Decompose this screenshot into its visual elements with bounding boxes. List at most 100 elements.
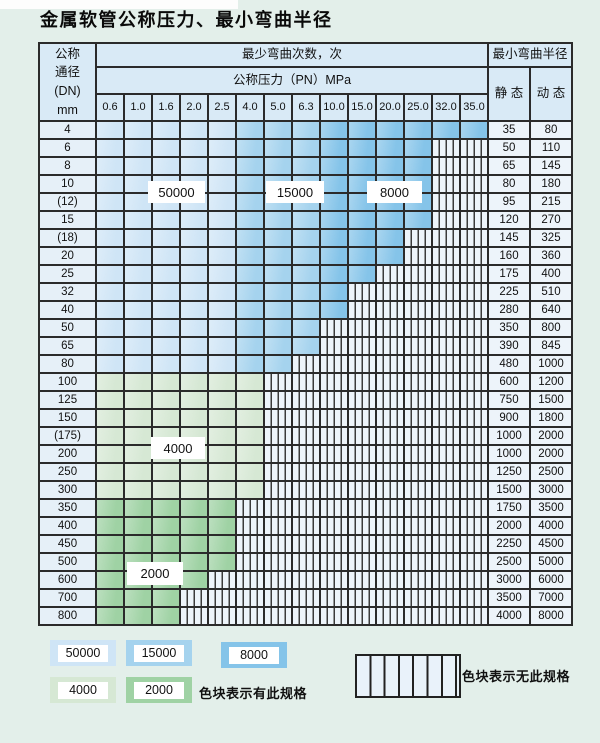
static-value-cell: 750 xyxy=(487,390,531,410)
no-spec-cell xyxy=(403,390,433,410)
dn-cell: 4 xyxy=(38,120,97,140)
spec-cell xyxy=(207,480,237,500)
no-spec-cell xyxy=(347,372,377,392)
spec-cell xyxy=(235,210,265,230)
spec-cell xyxy=(179,354,209,374)
spec-cell xyxy=(375,210,405,230)
spec-cell xyxy=(179,156,209,176)
spec-cell xyxy=(151,408,181,428)
table-row: 20 160 360 xyxy=(38,246,573,266)
table-row: (18) 145 325 xyxy=(38,228,573,248)
dn-cell: 450 xyxy=(38,534,97,554)
static-value-cell: 350 xyxy=(487,318,531,338)
spec-cell xyxy=(123,174,153,194)
pressure-value-header: 25.0 xyxy=(403,93,433,122)
zone-label-8000: 8000 xyxy=(367,181,422,203)
no-spec-cell xyxy=(291,534,321,554)
dn-cell: 65 xyxy=(38,336,97,356)
no-spec-cell xyxy=(375,570,405,590)
spec-cell xyxy=(95,336,125,356)
spec-cell xyxy=(319,282,349,302)
spec-cell xyxy=(123,318,153,338)
spec-cell xyxy=(123,534,153,554)
spec-cell xyxy=(179,228,209,248)
table-row: 40 280 640 xyxy=(38,300,573,320)
no-spec-cell xyxy=(403,462,433,482)
spec-cell xyxy=(123,480,153,500)
dynamic-value-cell: 7000 xyxy=(529,588,573,608)
spec-cell xyxy=(123,588,153,608)
spec-cell xyxy=(179,282,209,302)
no-spec-cell xyxy=(207,606,237,626)
no-spec-cell xyxy=(375,336,405,356)
no-spec-cell xyxy=(459,498,489,518)
no-spec-cell xyxy=(347,588,377,608)
no-spec-cell xyxy=(207,570,237,590)
no-spec-cell xyxy=(375,498,405,518)
spec-cell xyxy=(123,300,153,320)
pressure-value-header: 20.0 xyxy=(375,93,405,122)
dynamic-value-cell: 640 xyxy=(529,300,573,320)
no-spec-cell xyxy=(375,534,405,554)
dynamic-value-cell: 270 xyxy=(529,210,573,230)
pressure-value-header: 32.0 xyxy=(431,93,461,122)
no-spec-cell xyxy=(431,390,461,410)
static-value-cell: 900 xyxy=(487,408,531,428)
legend-swatch-15000: 15000 xyxy=(126,640,192,666)
spec-cell xyxy=(95,156,125,176)
spec-cell xyxy=(207,264,237,284)
no-spec-cell xyxy=(431,372,461,392)
legend-swatch-label: 15000 xyxy=(134,644,184,662)
spec-cell xyxy=(291,138,321,158)
no-spec-cell xyxy=(459,606,489,626)
dn-cell: 800 xyxy=(38,606,97,626)
no-spec-cell xyxy=(431,318,461,338)
legend-no-spec-text: 色块表示无此规格 xyxy=(462,669,571,684)
no-spec-cell xyxy=(375,444,405,464)
no-spec-cell xyxy=(431,246,461,266)
no-spec-cell xyxy=(459,480,489,500)
spec-cell xyxy=(291,246,321,266)
no-spec-cell xyxy=(263,606,293,626)
spec-cell xyxy=(263,354,293,374)
spec-cell xyxy=(151,480,181,500)
no-spec-cell xyxy=(375,426,405,446)
spec-cell xyxy=(235,120,265,140)
no-spec-cell xyxy=(375,480,405,500)
dynamic-value-cell: 215 xyxy=(529,192,573,212)
pressure-value-header: 1.6 xyxy=(151,93,181,122)
static-value-cell: 225 xyxy=(487,282,531,302)
dn-cell: 600 xyxy=(38,570,97,590)
spec-cell xyxy=(207,192,237,212)
spec-cell xyxy=(235,426,265,446)
spec-cell xyxy=(151,372,181,392)
static-value-cell: 3000 xyxy=(487,570,531,590)
dynamic-value-cell: 1000 xyxy=(529,354,573,374)
table-row: 4 35 80 xyxy=(38,120,573,140)
no-spec-cell xyxy=(347,552,377,572)
spec-cell xyxy=(179,336,209,356)
no-spec-cell xyxy=(431,138,461,158)
spec-cell xyxy=(207,444,237,464)
no-spec-cell xyxy=(291,408,321,428)
spec-cell xyxy=(179,534,209,554)
no-spec-cell xyxy=(235,516,265,536)
spec-cell xyxy=(179,570,209,590)
dn-header-line: (DN) xyxy=(54,84,81,98)
no-spec-cell xyxy=(291,552,321,572)
spec-cell xyxy=(95,192,125,212)
spec-cell xyxy=(123,336,153,356)
no-spec-cell xyxy=(319,390,349,410)
spec-cell xyxy=(235,282,265,302)
no-spec-cell xyxy=(375,588,405,608)
spec-cell xyxy=(179,120,209,140)
no-spec-cell xyxy=(319,426,349,446)
dn-cell: 6 xyxy=(38,138,97,158)
static-value-cell: 65 xyxy=(487,156,531,176)
spec-cell xyxy=(319,174,349,194)
spec-cell xyxy=(375,138,405,158)
no-spec-cell xyxy=(319,372,349,392)
static-value-cell: 600 xyxy=(487,372,531,392)
no-spec-cell xyxy=(431,210,461,230)
dynamic-value-cell: 110 xyxy=(529,138,573,158)
